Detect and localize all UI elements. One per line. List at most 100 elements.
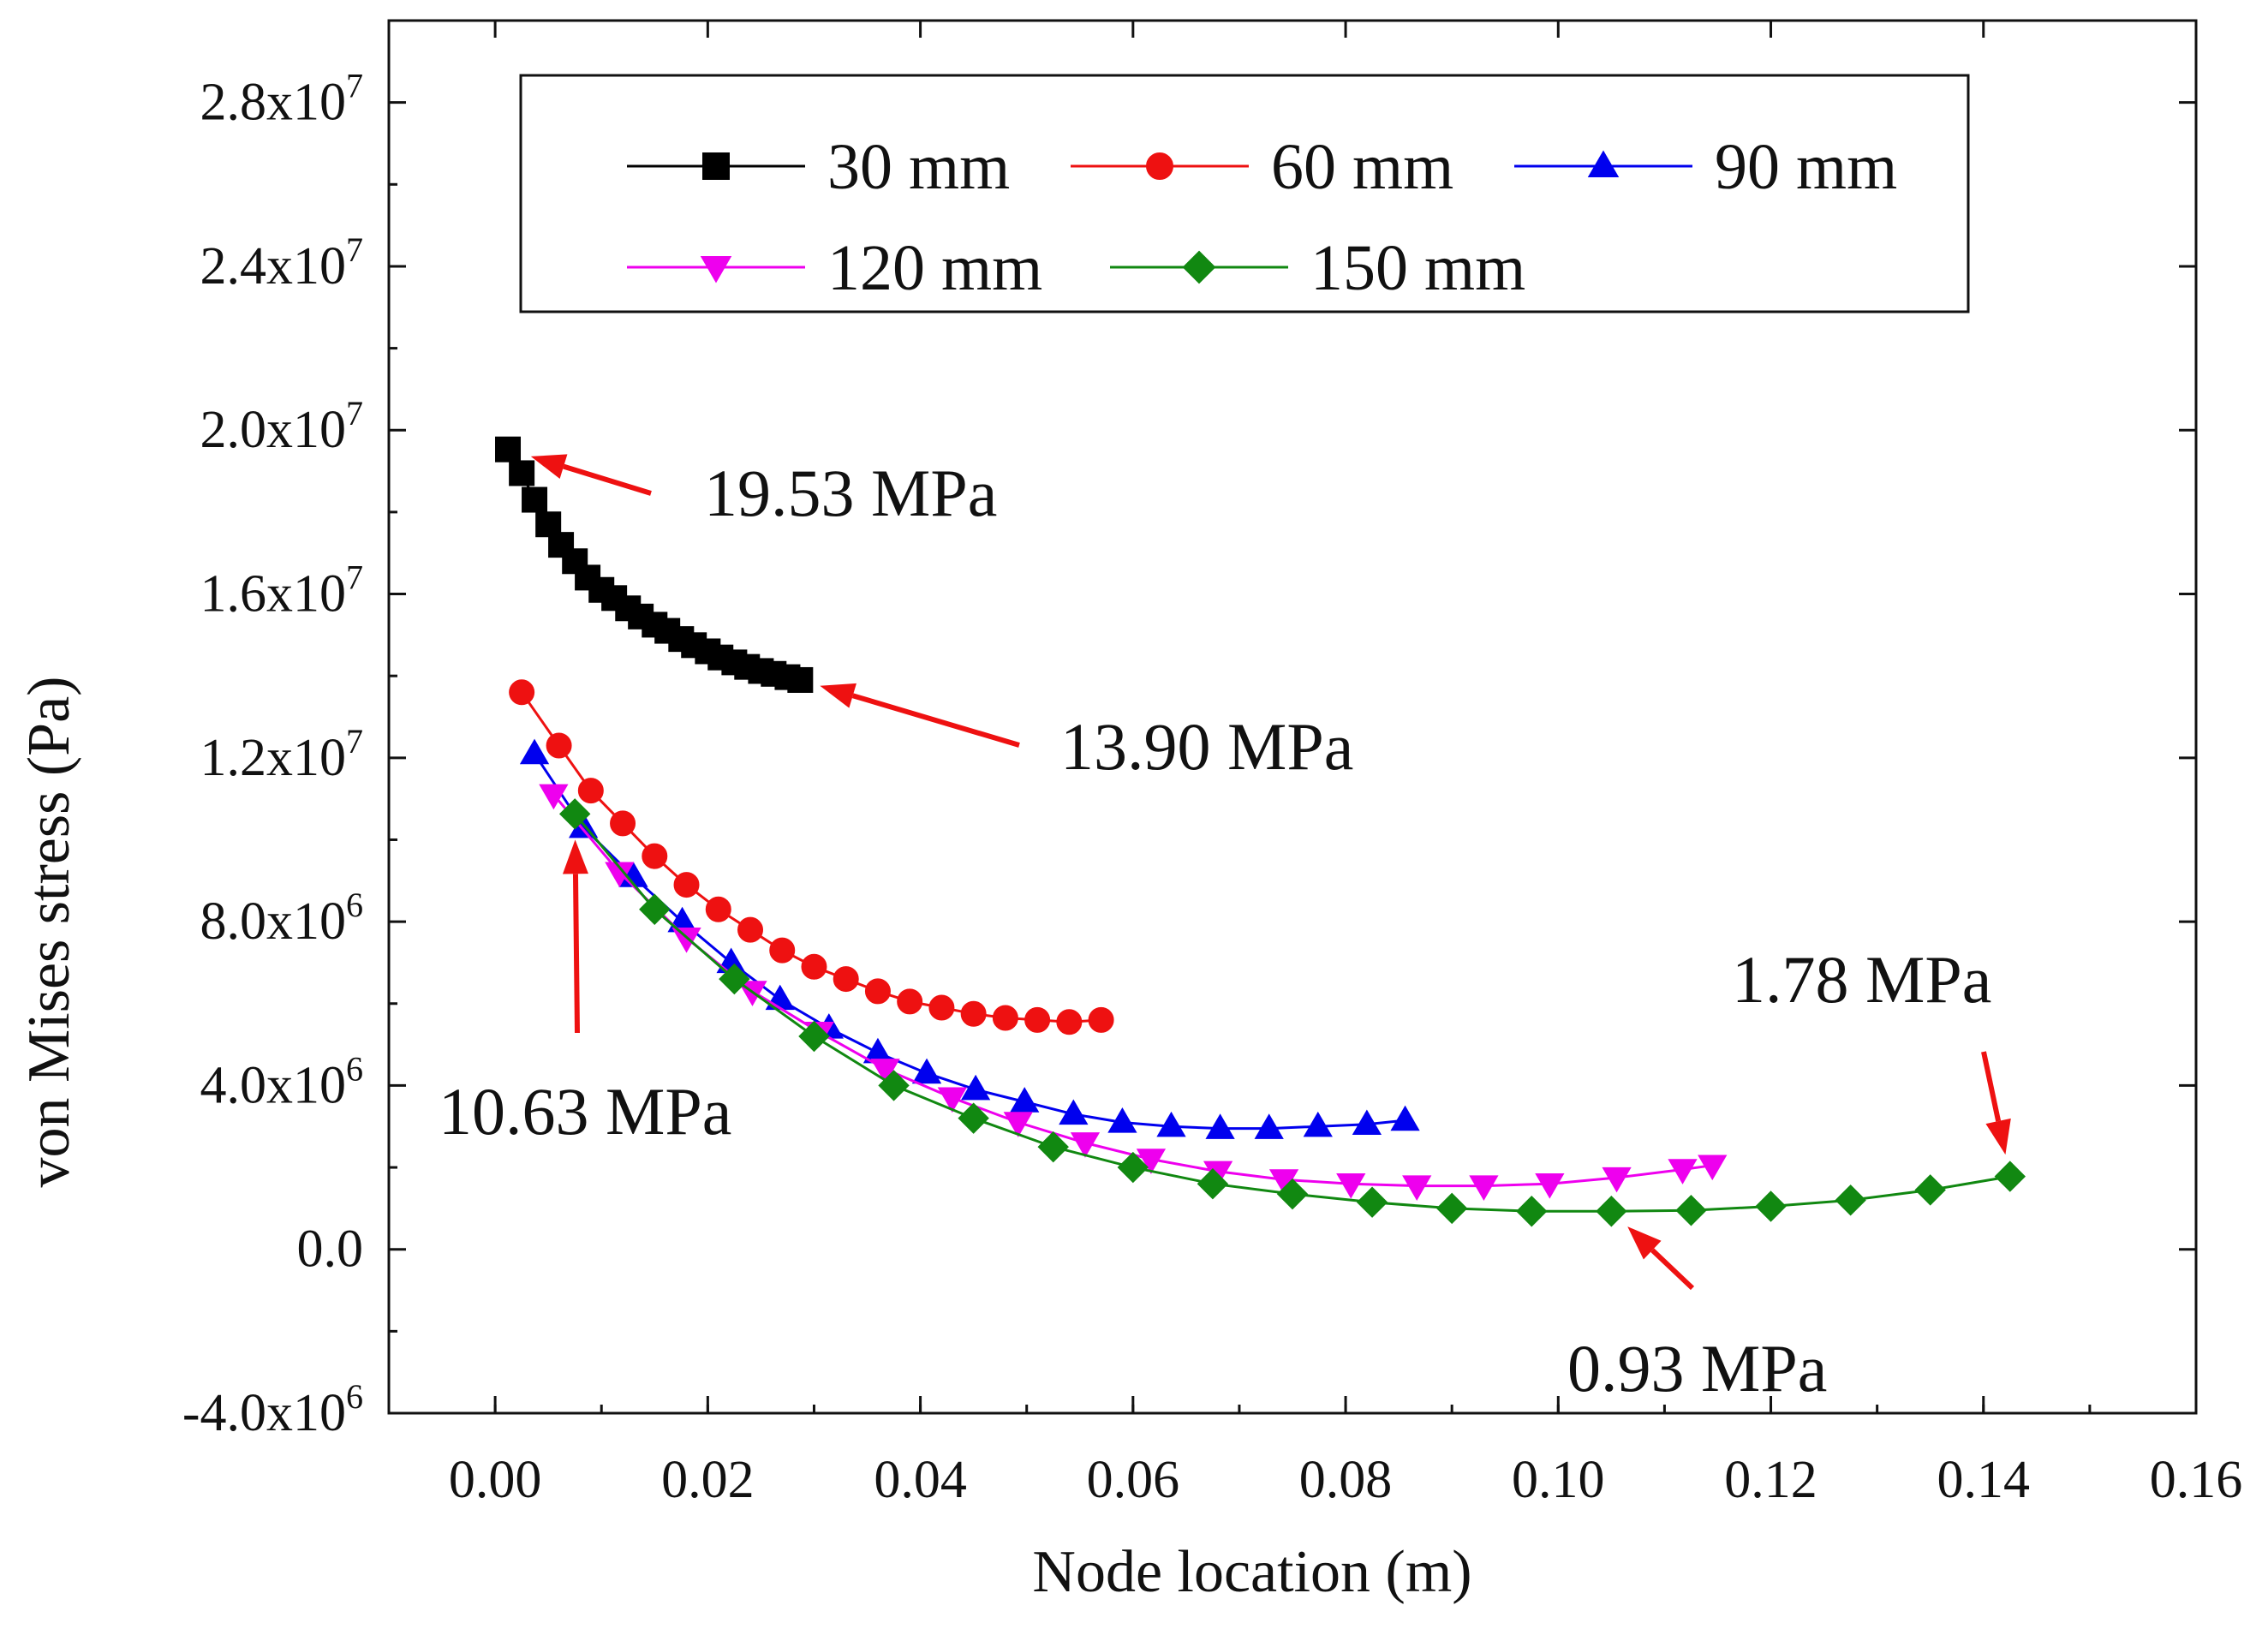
y-tick-label: 1.6x107 <box>200 558 364 624</box>
arrow-shaft <box>1981 1051 2002 1122</box>
data-point <box>1276 1178 1309 1210</box>
data-point <box>937 1087 967 1113</box>
data-point <box>1390 1105 1420 1131</box>
annotation-label-0-93: 0.93 MPa <box>1567 1331 1827 1405</box>
x-tick-label: 0.08 <box>1299 1451 1393 1509</box>
x-tick-label: 0.16 <box>2150 1451 2243 1509</box>
annotation-label-1-78: 1.78 MPa <box>1732 942 1991 1017</box>
legend-label: 60 mm <box>1271 131 1453 203</box>
data-point <box>671 928 701 953</box>
x-tick-label: 0.12 <box>1724 1451 1817 1509</box>
data-point <box>958 1102 989 1134</box>
legend-label: 30 mm <box>827 131 1010 203</box>
data-point <box>1088 1006 1114 1033</box>
legend-label: 90 mm <box>1715 131 1897 203</box>
data-point <box>1668 1159 1698 1184</box>
y-tick-label: 2.0x107 <box>200 394 364 459</box>
data-point <box>546 732 572 759</box>
arrow-shaft <box>563 463 652 496</box>
data-point <box>1402 1175 1432 1201</box>
annotation-arrow-min150 <box>1627 1226 1695 1291</box>
legend-item-30-mm: 30 mm <box>627 131 1010 203</box>
data-point <box>509 460 535 486</box>
data-point <box>1356 1186 1388 1218</box>
y-axis-title: von Mises stress (Pa) <box>16 677 82 1188</box>
legend-item-90-mm: 90 mm <box>1514 131 1897 203</box>
arrow-head <box>562 839 588 874</box>
data-point <box>673 872 700 898</box>
y-tick-label: 1.2x107 <box>200 722 364 787</box>
data-point <box>1156 1111 1186 1137</box>
data-point <box>1914 1174 1946 1206</box>
data-point <box>1994 1161 2026 1192</box>
x-axis: 0.00 0.02 0.04 0.06 0.08 0.10 0.12 0.14 0.16 <box>387 21 2243 1509</box>
legend: 30 mm 60 mm 90 mm 120 mm 150 mm <box>519 74 1970 313</box>
data-point <box>1024 1006 1051 1033</box>
data-point <box>1056 1009 1083 1035</box>
data-point <box>911 1058 942 1084</box>
data-point <box>1602 1167 1632 1193</box>
data-point <box>539 784 569 810</box>
x-tick-label: 0.06 <box>1087 1451 1180 1509</box>
data-point <box>737 916 763 943</box>
series-line-90-mm <box>533 753 1406 1131</box>
x-tick-label: 0.00 <box>449 1451 542 1509</box>
data-point <box>495 436 522 462</box>
plot-frame <box>387 19 2198 1415</box>
data-point <box>1755 1190 1787 1222</box>
data-point <box>1197 1167 1229 1200</box>
data-point <box>1535 1173 1565 1199</box>
data-point <box>1435 1192 1468 1225</box>
data-point <box>897 988 923 1015</box>
data-point <box>878 1070 910 1101</box>
data-point <box>639 893 671 925</box>
data-point <box>1059 1099 1089 1125</box>
data-point <box>577 778 604 804</box>
annotation-arrow-max150 <box>562 839 588 1034</box>
series-30-mm <box>495 436 814 693</box>
data-point <box>1254 1113 1284 1139</box>
data-point <box>1070 1132 1101 1158</box>
data-point <box>801 953 827 980</box>
legend-label: 150 mm <box>1310 232 1525 304</box>
data-point <box>705 896 731 922</box>
data-point <box>960 1074 991 1101</box>
y-tick-label: 2.4x107 <box>200 230 364 295</box>
y-tick-label: 4.0x106 <box>200 1049 364 1114</box>
legend-marker <box>1182 250 1216 284</box>
data-point <box>558 798 591 830</box>
data-point <box>1010 1087 1040 1113</box>
data-point <box>642 843 668 869</box>
data-point <box>769 937 796 964</box>
data-point <box>992 1005 1018 1031</box>
x-tick-label: 0.04 <box>874 1451 967 1509</box>
legend-item-120-mm: 120 mm <box>627 232 1042 304</box>
annotation-arrow-end150 <box>1981 1051 2011 1155</box>
data-point <box>787 666 814 693</box>
legend-marker <box>1587 150 1620 177</box>
legend-label: 120 mm <box>827 232 1042 304</box>
annotation-arrow-end30 <box>820 683 1020 748</box>
plot-series <box>495 436 2026 1227</box>
data-point <box>870 1059 900 1084</box>
y-tick-label: 0.0 <box>297 1220 364 1279</box>
annotation-label-19-53: 19.53 MPa <box>704 456 997 530</box>
legend-marker <box>1146 152 1173 180</box>
x-tick-label: 0.10 <box>1512 1451 1605 1509</box>
arrow-shaft <box>572 874 580 1034</box>
data-point <box>1107 1107 1137 1133</box>
annotation-label-13-90: 13.90 MPa <box>1060 709 1353 784</box>
data-point <box>1303 1111 1333 1137</box>
data-point <box>1037 1131 1069 1163</box>
data-point <box>1675 1195 1707 1226</box>
data-point <box>864 978 891 1005</box>
data-point <box>1336 1173 1366 1199</box>
data-point <box>1596 1196 1627 1227</box>
legend-marker <box>702 152 730 180</box>
data-point <box>1698 1155 1728 1181</box>
arrow-head <box>1627 1226 1662 1260</box>
data-point <box>1117 1151 1149 1184</box>
y-tick-label: -4.0x106 <box>182 1377 363 1442</box>
legend-marker <box>700 256 732 283</box>
